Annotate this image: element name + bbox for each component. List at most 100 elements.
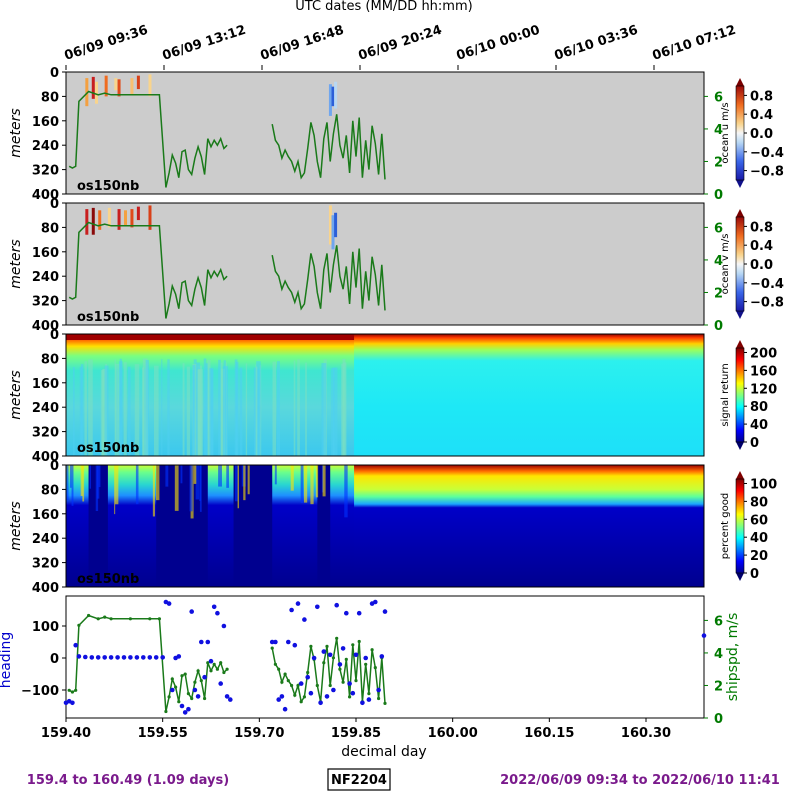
signal-streak bbox=[182, 363, 185, 456]
heading-point bbox=[170, 687, 175, 693]
heading-point bbox=[182, 710, 188, 715]
percent-good-streak bbox=[152, 465, 156, 517]
instrument-tag: os150nb bbox=[77, 310, 139, 325]
heading-point bbox=[83, 654, 88, 660]
shipspd-point bbox=[196, 669, 200, 673]
shipspd-point bbox=[309, 644, 313, 649]
velocity-cell bbox=[91, 207, 95, 235]
y-axis-label: meters bbox=[8, 501, 24, 550]
right-tick-label: 0 bbox=[714, 319, 723, 334]
colorbar-tick-label: 0.4 bbox=[750, 239, 773, 254]
signal-streak bbox=[153, 365, 159, 456]
colorbar bbox=[735, 216, 745, 312]
percent-good-streak bbox=[96, 465, 100, 499]
signal-streak bbox=[276, 361, 280, 456]
colorbar-tick-label: 0.8 bbox=[750, 89, 773, 104]
heading-point bbox=[102, 655, 107, 660]
velocity-cell bbox=[98, 210, 102, 230]
shipspd-point bbox=[174, 685, 178, 689]
panel-percent-good: 0 80 160 240 320 400 meters os150nb 100 80 60 40 20 0… bbox=[8, 459, 777, 596]
heading-tick-label: −100 bbox=[21, 684, 59, 699]
percent-good-gap bbox=[317, 465, 331, 587]
colorbar-tick-label: −0.8 bbox=[750, 165, 784, 180]
heading-point bbox=[134, 655, 140, 660]
heading-tick-label: 0 bbox=[50, 652, 59, 667]
colorbar-tick-label: 120 bbox=[750, 382, 777, 397]
signal-streak bbox=[127, 366, 131, 456]
right-tick-label: 6 bbox=[714, 90, 723, 105]
shipspd-point bbox=[357, 639, 361, 644]
velocity-cell bbox=[107, 207, 111, 228]
y-tick-label: 80 bbox=[41, 352, 59, 367]
colorbar-tick-label: 0.8 bbox=[750, 220, 773, 235]
shipspd-point bbox=[190, 696, 194, 701]
percent-good-streak bbox=[300, 465, 304, 504]
shipspd-point bbox=[377, 696, 381, 701]
heading-point bbox=[337, 662, 343, 667]
percent-good-streak bbox=[89, 465, 91, 489]
shipspd-point bbox=[164, 709, 168, 714]
shipspd-point bbox=[148, 617, 152, 621]
velocity-cell bbox=[104, 75, 108, 97]
signal-streak bbox=[84, 361, 87, 456]
colorbar-tick-label: 100 bbox=[750, 477, 777, 492]
shipspd-point bbox=[180, 674, 184, 678]
colorbar-extend-bottom bbox=[736, 180, 744, 188]
x-axis-label: decimal day bbox=[341, 744, 426, 760]
percent-good-streak bbox=[241, 465, 244, 487]
percent-good-streak bbox=[303, 465, 308, 503]
shipspd-point bbox=[383, 701, 387, 706]
heading-point bbox=[211, 604, 217, 610]
signal-streak bbox=[331, 368, 335, 456]
signal-streak bbox=[88, 359, 93, 456]
heading-point bbox=[344, 610, 349, 616]
velocity-cell bbox=[328, 205, 332, 245]
right-tick-label: 2 bbox=[714, 155, 723, 170]
heading-point bbox=[340, 646, 346, 651]
top-tick-label: 06/09 13:12 bbox=[161, 23, 248, 64]
heading-point bbox=[305, 674, 311, 680]
signal-streak bbox=[186, 366, 190, 456]
signal-streak bbox=[220, 368, 226, 456]
heading-point bbox=[208, 658, 214, 664]
percent-good-streak bbox=[322, 465, 326, 497]
heading-point bbox=[289, 607, 294, 613]
percent-good-streak bbox=[69, 465, 72, 488]
shipspd-point bbox=[302, 695, 306, 699]
shipspd-point bbox=[215, 667, 219, 671]
signal-surface-band bbox=[66, 334, 355, 340]
instrument-tag: os150nb bbox=[77, 441, 139, 456]
top-tick-label: 06/09 20:24 bbox=[357, 23, 444, 64]
instrument-tag: os150nb bbox=[77, 179, 139, 194]
x-tick-label: 159.55 bbox=[138, 726, 188, 741]
signal-streak bbox=[123, 362, 127, 456]
colorbar-tick-label: 160 bbox=[750, 364, 777, 379]
y-tick-label: 240 bbox=[32, 270, 59, 285]
shipspd-point bbox=[77, 623, 81, 627]
signal-streak bbox=[210, 369, 214, 456]
heatmap-panels: 080160240320400metersos150nb0.80.40.0−0.… bbox=[8, 66, 784, 596]
y-tick-label: 320 bbox=[32, 426, 59, 441]
heading-point bbox=[115, 655, 120, 660]
heading-point bbox=[279, 694, 285, 699]
heading-point bbox=[295, 601, 301, 606]
y-tick-label: 80 bbox=[41, 483, 59, 498]
heading-point bbox=[215, 610, 220, 616]
heading-point bbox=[356, 610, 362, 616]
signal-streak bbox=[297, 359, 300, 456]
colorbar-extend-bottom bbox=[736, 442, 744, 450]
heading-point bbox=[95, 655, 101, 660]
y-tick-label: 400 bbox=[32, 581, 59, 596]
footer-right-range: 2022/06/09 09:34 to 2022/06/10 11:41 bbox=[500, 773, 780, 788]
colorbar-tick-label: −0.4 bbox=[750, 146, 784, 161]
shipspd-point bbox=[328, 683, 332, 688]
y-tick-label: 320 bbox=[32, 164, 59, 179]
shipspd-point bbox=[74, 688, 78, 692]
signal-streak bbox=[134, 364, 140, 456]
velocity-cell bbox=[130, 209, 134, 228]
heading-point bbox=[350, 690, 356, 696]
velocity-cell bbox=[136, 75, 140, 90]
signal-streak bbox=[114, 359, 116, 456]
heading-point bbox=[334, 602, 340, 608]
